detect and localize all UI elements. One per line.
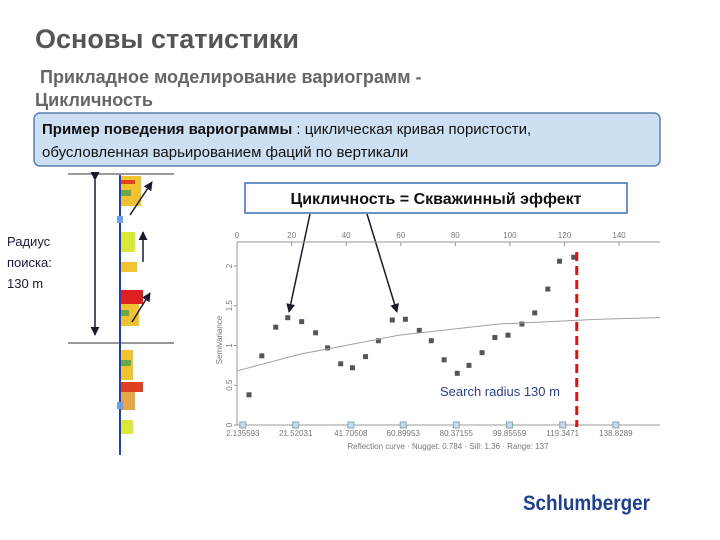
y-axis-label: Semivariance bbox=[215, 315, 224, 364]
x-tick bbox=[612, 421, 620, 429]
y-tick-label: 1 bbox=[225, 343, 234, 348]
point bbox=[532, 310, 538, 316]
x-tick-label: 80 bbox=[451, 231, 460, 240]
x-tick-label: 21.52031 bbox=[279, 429, 313, 438]
point bbox=[466, 362, 472, 368]
subtitle: Прикладное моделирование вариограмм - bbox=[35, 67, 422, 87]
x-tick-label: 119.3471 bbox=[546, 429, 579, 438]
x-tick-label: 60 bbox=[396, 231, 405, 240]
x-tick bbox=[292, 421, 300, 429]
x-tick-label: 41.70508 bbox=[334, 429, 368, 438]
point bbox=[325, 345, 331, 351]
point bbox=[479, 350, 485, 356]
point bbox=[557, 258, 563, 264]
x-tick-label: 80.37155 bbox=[440, 429, 474, 438]
point bbox=[338, 361, 344, 367]
point bbox=[375, 338, 381, 344]
y-tick-label: 1.5 bbox=[225, 300, 234, 312]
callout-bold: Пример поведения вариограммы bbox=[42, 121, 292, 138]
x-tick bbox=[506, 421, 514, 429]
point bbox=[285, 315, 291, 321]
y-tick-label: 2 bbox=[225, 263, 234, 268]
y-tick-label: 0 bbox=[225, 422, 234, 427]
point bbox=[259, 353, 265, 359]
highlight-box bbox=[244, 182, 628, 214]
point bbox=[299, 319, 305, 325]
callout-rest: : циклическая кривая пористости, bbox=[292, 121, 531, 138]
callout-box bbox=[33, 112, 661, 167]
x-tick bbox=[399, 421, 407, 429]
x-tick-label: 120 bbox=[558, 231, 572, 240]
point bbox=[402, 316, 408, 322]
y-tick-label: 0.5 bbox=[225, 379, 234, 391]
point bbox=[454, 370, 460, 376]
side-label: поиска: bbox=[7, 255, 52, 270]
chart-footer: Reflection curve · Nugget: 0.784 · Sill:… bbox=[348, 442, 550, 451]
x-tick-label: 138.8289 bbox=[599, 429, 633, 438]
point bbox=[545, 286, 551, 292]
point bbox=[313, 330, 319, 336]
x-tick-label: 100 bbox=[503, 231, 517, 240]
x-tick-label: 140 bbox=[612, 231, 626, 240]
pointer-arrow bbox=[366, 213, 399, 313]
point bbox=[389, 317, 395, 323]
point bbox=[441, 357, 447, 363]
subtitle: Цикличность bbox=[35, 90, 153, 110]
pointer-arrow bbox=[286, 213, 311, 313]
x-tick-label: 99.85559 bbox=[493, 429, 527, 438]
point bbox=[428, 338, 434, 344]
point bbox=[363, 354, 369, 360]
x-tick-label: 60.89953 bbox=[387, 429, 421, 438]
callout-text: Пример поведения вариограммы : циклическ… bbox=[42, 121, 531, 138]
point bbox=[246, 392, 252, 398]
point bbox=[505, 332, 511, 338]
x-tick-label: 0 bbox=[235, 231, 240, 240]
annotation: Search radius 130 m bbox=[440, 384, 560, 399]
x-tick bbox=[347, 421, 355, 429]
point bbox=[273, 324, 279, 330]
logo: Schlumberger bbox=[523, 492, 650, 515]
point bbox=[349, 365, 355, 371]
highlight-text: Цикличность = Скважинный эффект bbox=[291, 191, 582, 208]
point bbox=[571, 254, 577, 260]
model-curve bbox=[236, 317, 661, 372]
side-label: Радиус bbox=[7, 234, 51, 249]
point bbox=[416, 327, 422, 333]
x-tick bbox=[239, 421, 247, 429]
x-tick-label: 40 bbox=[342, 231, 351, 240]
side-label: 130 m bbox=[7, 276, 43, 291]
point bbox=[492, 335, 498, 341]
x-tick-label: 2.135593 bbox=[226, 429, 260, 438]
title: Основы статистики bbox=[35, 24, 299, 54]
point bbox=[519, 321, 525, 327]
x-tick-label: 20 bbox=[287, 231, 296, 240]
well-log bbox=[68, 171, 174, 455]
callout-text: обусловленная варьированием фаций по вер… bbox=[42, 144, 408, 161]
x-tick bbox=[452, 421, 460, 429]
x-tick bbox=[559, 421, 567, 429]
